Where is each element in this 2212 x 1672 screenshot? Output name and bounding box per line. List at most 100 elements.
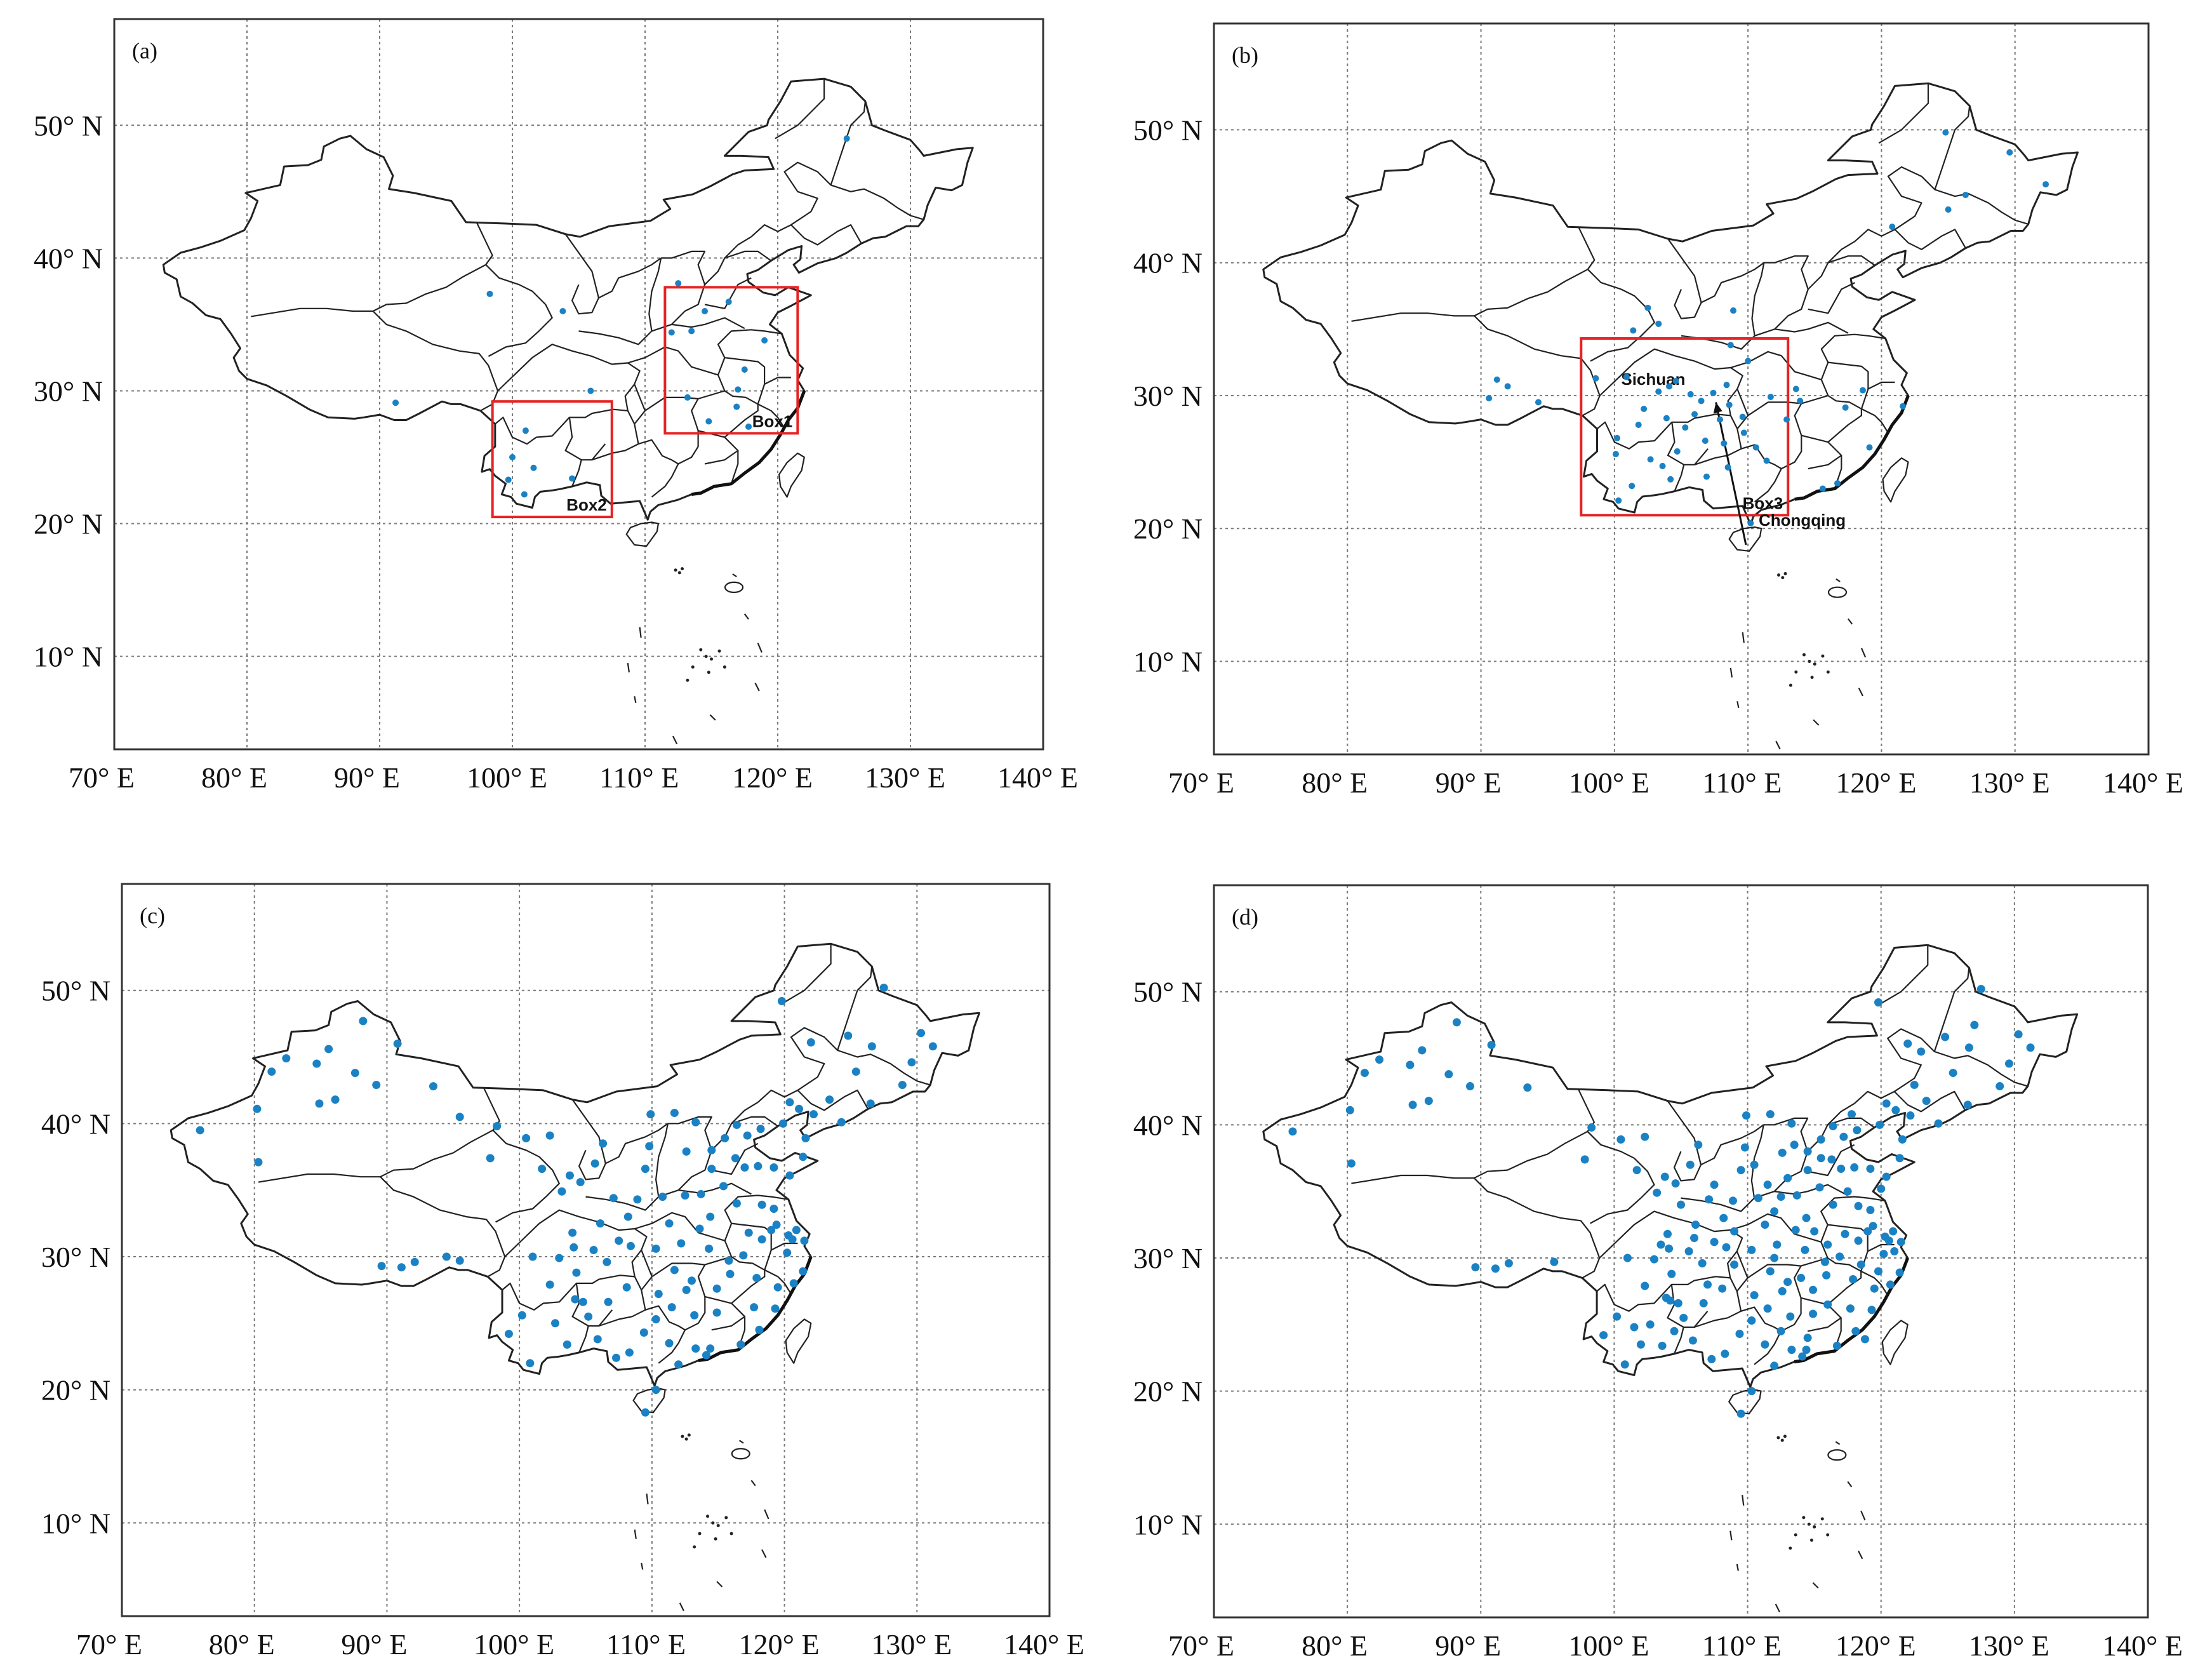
- latitude-tick-label: 20° N: [1133, 1375, 1203, 1408]
- station-point: [691, 1118, 700, 1127]
- station-point: [879, 984, 888, 993]
- province-border: [764, 1269, 792, 1295]
- graticule: [1214, 885, 2148, 1617]
- station-point: [1752, 444, 1759, 451]
- province-border: [1587, 269, 1655, 362]
- station-point: [1770, 1254, 1779, 1262]
- station-point: [1444, 1070, 1453, 1079]
- station-point: [1718, 1284, 1727, 1293]
- island-dash: [627, 662, 630, 672]
- station-point: [1663, 415, 1670, 422]
- station-point: [1667, 1269, 1676, 1278]
- island-dash: [750, 1480, 756, 1487]
- latitude-tick-label: 50° N: [1133, 114, 1203, 146]
- province-border: [251, 222, 493, 318]
- station-point: [603, 1257, 611, 1266]
- station-point: [1917, 1047, 1926, 1056]
- province-border: [1667, 238, 1702, 319]
- province-border: [641, 1250, 653, 1291]
- station-point: [545, 1280, 554, 1289]
- station-point: [1867, 1306, 1876, 1314]
- station-point: [800, 1236, 809, 1245]
- reef-dot: [681, 567, 684, 571]
- province-border: [1894, 229, 1966, 250]
- station-point: [1783, 1278, 1792, 1287]
- province-borders: [251, 79, 924, 498]
- reef-dot: [674, 568, 677, 572]
- station-point: [1970, 1020, 1979, 1029]
- station-point: [604, 1297, 613, 1306]
- stations: [392, 135, 850, 498]
- longitude-tick-label: 110° E: [1702, 766, 1782, 799]
- station-point: [1452, 1018, 1461, 1027]
- panel-label: (a): [132, 38, 157, 64]
- longitude-tick-label: 80° E: [1302, 766, 1368, 799]
- province-border: [571, 459, 582, 487]
- latitude-tick-label: 50° N: [34, 109, 103, 142]
- station-point: [1674, 1299, 1682, 1308]
- station-point: [1836, 1252, 1844, 1261]
- province-border: [1801, 394, 1862, 410]
- longitude-tick-label: 80° E: [201, 761, 267, 794]
- station-point: [522, 1134, 531, 1142]
- station-point: [767, 1226, 776, 1234]
- station-point: [1843, 1187, 1852, 1196]
- station-point: [1630, 1323, 1639, 1332]
- province-border: [634, 1212, 733, 1257]
- station-point: [1761, 1221, 1769, 1229]
- station-point: [1612, 451, 1619, 458]
- station-point: [651, 1386, 660, 1394]
- province-border: [1878, 83, 1929, 144]
- south-china-sea-islands: [634, 1433, 770, 1612]
- station-point: [517, 1311, 526, 1320]
- station-point: [1703, 473, 1710, 480]
- station-point: [397, 1263, 406, 1272]
- station-point: [1504, 1259, 1513, 1267]
- station-point: [792, 1226, 801, 1234]
- station-point: [1874, 1267, 1883, 1276]
- reef-dot: [1807, 1522, 1811, 1526]
- province-border: [1801, 1271, 1862, 1306]
- station-point: [522, 427, 529, 434]
- station-point: [645, 1142, 654, 1151]
- station-point: [504, 1330, 513, 1339]
- station-point: [1995, 1082, 2004, 1091]
- latitude-tick-label: 40° N: [1133, 247, 1203, 279]
- province-border: [1775, 321, 1849, 334]
- island-dash: [646, 1493, 649, 1505]
- longitude-tick-label: 140° E: [2103, 766, 2183, 799]
- island-dash: [764, 1509, 770, 1520]
- reef-dot: [1826, 1533, 1830, 1537]
- station-point: [674, 1360, 683, 1369]
- island-dash: [1847, 1481, 1853, 1488]
- stations: [1486, 129, 2049, 526]
- station-point: [622, 1283, 631, 1292]
- longitude-tick-label: 100° E: [1569, 766, 1649, 799]
- station-point: [773, 1283, 782, 1292]
- station-point: [1763, 1304, 1772, 1313]
- latitude-tick-label: 10° N: [41, 1507, 110, 1539]
- province-border: [750, 161, 924, 237]
- station-point: [1837, 1165, 1846, 1174]
- station-point: [639, 1328, 648, 1337]
- station-point: [1616, 1135, 1625, 1144]
- reef-dot: [1783, 1435, 1787, 1438]
- station-point: [732, 1199, 741, 1208]
- taiwan-island: [1881, 1320, 1909, 1365]
- longitude-tick-label: 90° E: [1435, 1629, 1501, 1662]
- island-dash: [639, 627, 642, 638]
- province-border: [704, 250, 772, 285]
- station-point: [712, 1308, 721, 1317]
- station-point: [1747, 1316, 1756, 1325]
- station-point: [1523, 1083, 1532, 1092]
- coastline: [698, 1256, 813, 1362]
- station-point: [1747, 1387, 1756, 1396]
- station-point: [756, 1125, 765, 1134]
- station-point: [702, 308, 709, 314]
- taiwan-island: [1882, 457, 1909, 503]
- station-point: [1710, 389, 1717, 396]
- station-point: [1647, 456, 1654, 463]
- province-border: [724, 357, 766, 384]
- station-point: [590, 1159, 599, 1168]
- longitude-tick-label: 140° E: [1004, 1628, 1084, 1661]
